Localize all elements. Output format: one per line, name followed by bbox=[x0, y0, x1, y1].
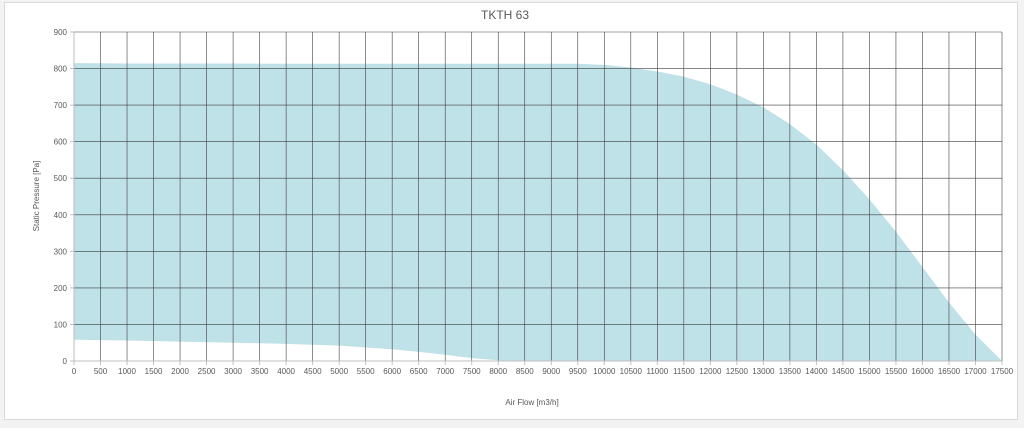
x-tick-label: 14500 bbox=[832, 367, 855, 376]
y-tick-label: 900 bbox=[54, 28, 68, 37]
x-tick-label: 10500 bbox=[620, 367, 643, 376]
x-tick-label: 9500 bbox=[569, 367, 587, 376]
x-tick-label: 11000 bbox=[646, 367, 668, 376]
y-tick-label: 300 bbox=[54, 247, 68, 256]
x-tick-label: 6500 bbox=[410, 367, 428, 376]
x-tick-label: 14000 bbox=[805, 367, 828, 376]
y-tick-label: 500 bbox=[54, 174, 68, 183]
x-tick-label: 2500 bbox=[198, 367, 216, 376]
x-tick-label: 5500 bbox=[357, 367, 375, 376]
x-tick-label: 15000 bbox=[858, 367, 881, 376]
y-tick-label: 200 bbox=[54, 284, 68, 293]
x-tick-label: 0 bbox=[72, 367, 77, 376]
x-tick-label: 8500 bbox=[516, 367, 534, 376]
operating-area bbox=[74, 63, 1002, 361]
x-tick-label: 1500 bbox=[145, 367, 163, 376]
y-tick-label: 100 bbox=[54, 320, 68, 329]
x-tick-label: 17500 bbox=[991, 367, 1014, 376]
x-tick-label: 16000 bbox=[911, 367, 934, 376]
x-tick-label: 500 bbox=[94, 367, 108, 376]
x-tick-label: 11500 bbox=[673, 367, 695, 376]
x-tick-label: 4500 bbox=[304, 367, 322, 376]
x-tick-label: 13000 bbox=[752, 367, 775, 376]
x-tick-label: 7500 bbox=[463, 367, 481, 376]
x-tick-label: 12500 bbox=[726, 367, 749, 376]
x-tick-label: 10000 bbox=[593, 367, 616, 376]
chart-title: TKTH 63 bbox=[481, 8, 529, 22]
x-tick-label: 1000 bbox=[118, 367, 136, 376]
x-tick-label: 3500 bbox=[251, 367, 269, 376]
y-tick-label: 0 bbox=[63, 357, 68, 366]
x-tick-label: 5000 bbox=[330, 367, 348, 376]
y-tick-label: 700 bbox=[54, 101, 68, 110]
x-tick-label: 16500 bbox=[938, 367, 961, 376]
x-tick-label: 2000 bbox=[171, 367, 189, 376]
x-tick-label: 3000 bbox=[224, 367, 242, 376]
x-tick-label: 9000 bbox=[542, 367, 560, 376]
x-tick-label: 7000 bbox=[436, 367, 454, 376]
y-tick-label: 600 bbox=[54, 138, 68, 147]
x-tick-label: 6000 bbox=[383, 367, 401, 376]
x-tick-label: 15500 bbox=[885, 367, 908, 376]
x-tick-label: 4000 bbox=[277, 367, 295, 376]
x-tick-label: 8000 bbox=[489, 367, 507, 376]
x-tick-label: 17000 bbox=[964, 367, 987, 376]
y-tick-label: 400 bbox=[54, 211, 68, 220]
y-tick-label: 800 bbox=[54, 65, 68, 74]
x-tick-label: 12000 bbox=[699, 367, 722, 376]
x-tick-label: 13500 bbox=[779, 367, 802, 376]
y-axis-label: Static Pressure [Pa] bbox=[32, 161, 41, 232]
x-axis-label: Air Flow [m3/h] bbox=[505, 398, 558, 407]
